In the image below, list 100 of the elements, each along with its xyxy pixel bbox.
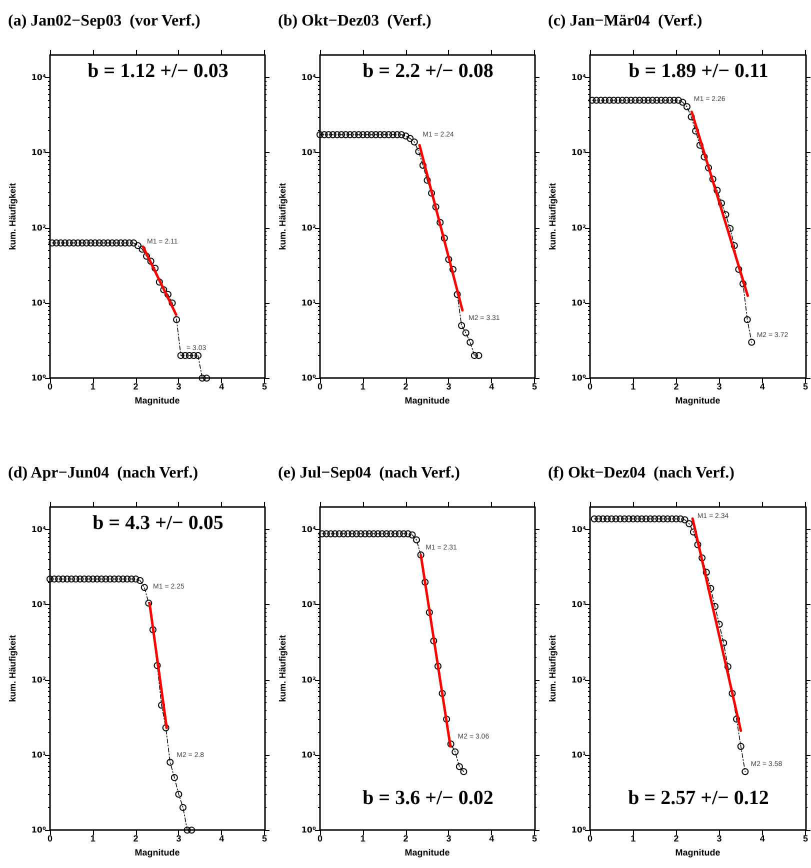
point (445, 256, 452, 263)
point (588, 96, 596, 104)
point (632, 96, 639, 104)
point (68, 576, 75, 583)
point (400, 530, 408, 538)
y-tick-label: 10³ (301, 148, 316, 158)
x-tick-label: 3 (446, 382, 452, 392)
y-tick-label: 10¹ (571, 750, 586, 760)
y-tick-label: 10² (301, 675, 316, 684)
annotation: b = 1.12 +/− 0.03 (88, 60, 228, 82)
point (690, 528, 697, 536)
x-tick-label: 2 (133, 382, 138, 392)
annotation: b = 2.57 +/− 0.12 (628, 787, 769, 809)
x-tick-label: 3 (716, 382, 722, 392)
point (668, 515, 676, 522)
point (653, 96, 660, 104)
point (636, 96, 644, 104)
x-axis-title: Magnitude (134, 396, 180, 406)
point (443, 716, 450, 723)
point (406, 134, 414, 142)
point (92, 239, 99, 246)
point (175, 790, 182, 798)
x-tick-label: 5 (532, 382, 538, 392)
point (124, 576, 131, 583)
point (602, 96, 609, 104)
point (422, 578, 429, 586)
point (447, 740, 454, 748)
point (748, 338, 756, 346)
point (62, 239, 69, 246)
x-tick-label: 2 (133, 834, 138, 844)
point (194, 352, 202, 359)
point (130, 239, 138, 246)
y-axis-title: kum. Häufigkeit (8, 635, 18, 702)
x-tick-label: 1 (90, 382, 96, 392)
x-tick-label: 1 (90, 834, 96, 844)
point (385, 131, 392, 138)
point (179, 804, 186, 811)
point (170, 774, 178, 782)
x-tick-label: 3 (176, 834, 182, 844)
point (432, 203, 440, 210)
point (340, 530, 348, 538)
x-axis-title: Magnitude (675, 848, 720, 858)
point (80, 576, 88, 583)
point (188, 826, 196, 834)
point (456, 763, 463, 770)
point (470, 352, 478, 359)
point (190, 352, 198, 359)
point (410, 138, 418, 146)
point (733, 716, 740, 723)
point (320, 131, 328, 138)
x-tick-label: 0 (587, 382, 593, 392)
point (325, 131, 332, 138)
y-axis-title: kum. Häufigkeit (548, 635, 558, 702)
y-tick-label: 10⁰ (31, 826, 46, 835)
point (355, 131, 362, 138)
y-tick-label: 10⁴ (301, 525, 316, 534)
x-tick-label: 2 (674, 834, 679, 844)
point (677, 515, 684, 522)
chart-title: (d) Apr−Jun04 (nach Verf.) (8, 464, 198, 482)
x-tick-label: 5 (262, 834, 268, 844)
point (104, 239, 112, 246)
point (681, 516, 688, 524)
point (740, 280, 747, 288)
y-axis-title: kum. Häufigkeit (548, 183, 558, 250)
point (638, 515, 646, 522)
point (592, 96, 600, 104)
point (664, 515, 672, 522)
y-tick-label: 10⁰ (571, 826, 586, 835)
point (686, 520, 693, 528)
point (66, 239, 73, 246)
y-tick-label: 10⁴ (31, 525, 46, 534)
point (327, 530, 334, 538)
point (452, 748, 459, 756)
point (389, 131, 396, 138)
point (660, 515, 667, 522)
x-tick-label: 1 (360, 382, 366, 392)
point (642, 515, 650, 522)
point (634, 515, 641, 522)
point (718, 200, 725, 207)
point (666, 96, 674, 104)
x-tick-label: 4 (489, 382, 494, 392)
point (177, 352, 184, 359)
point (184, 826, 191, 834)
point (709, 176, 716, 183)
y-tick-label: 10² (571, 223, 586, 232)
point (670, 96, 678, 104)
point (186, 352, 193, 359)
point (336, 530, 343, 538)
point (145, 600, 152, 607)
x-tick-label: 0 (587, 834, 593, 844)
point (698, 554, 706, 562)
point (52, 239, 60, 246)
point (394, 131, 401, 138)
y-axis-title: kum. Häufigkeit (278, 635, 288, 702)
point (454, 290, 461, 298)
point (48, 239, 56, 246)
point (672, 515, 680, 522)
point (404, 530, 412, 538)
point (696, 142, 704, 149)
annotation: b = 1.89 +/− 0.11 (628, 60, 768, 82)
